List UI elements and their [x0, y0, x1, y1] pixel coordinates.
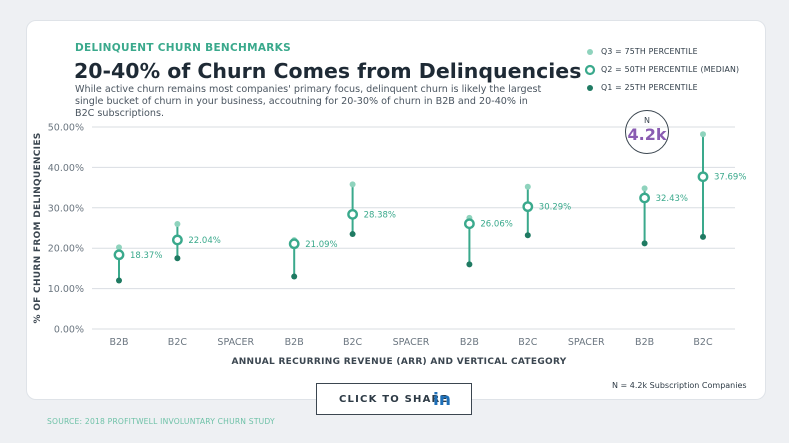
- source-note: SOURCE: 2018 PROFITWELL INVOLUNTARY CHUR…: [47, 417, 275, 426]
- y-tick-label: 30.00%: [48, 203, 84, 214]
- chart-description: While active churn remains most companie…: [75, 84, 542, 119]
- q1-point: [116, 277, 122, 284]
- x-tick-label: B2B: [109, 337, 128, 348]
- x-tick-label: B2B: [635, 337, 654, 348]
- q3-point: [641, 185, 648, 192]
- q3-point: [174, 220, 181, 227]
- y-tick-label: 20.00%: [48, 244, 84, 255]
- median-data-label: 30.29%: [539, 203, 571, 213]
- chart-kicker: DELINQUENT CHURN BENCHMARKS: [75, 42, 291, 54]
- x-tick-label: B2C: [343, 337, 363, 348]
- badge-label: N: [644, 116, 650, 125]
- q3-point: [524, 183, 531, 190]
- y-tick-label: 0.00%: [54, 325, 84, 336]
- legend-label-q1: Q1 = 25TH PERCENTILE: [601, 83, 698, 92]
- median-data-label: 28.38%: [364, 210, 396, 220]
- x-tick-label: SPACER: [217, 337, 254, 348]
- legend-label-q3: Q3 = 75TH PERCENTILE: [601, 47, 698, 56]
- x-tick-label: SPACER: [393, 337, 430, 348]
- share-label: CLICK TO SHARE: [339, 394, 449, 405]
- linkedin-icon: in: [433, 390, 451, 410]
- q1-point: [524, 232, 531, 239]
- x-tick-label: B2C: [693, 337, 713, 348]
- y-tick-label: 10.00%: [48, 284, 84, 295]
- median-point: [347, 208, 358, 220]
- median-point: [522, 201, 534, 213]
- x-tick-label: B2C: [168, 337, 188, 348]
- q3-point: [349, 181, 356, 188]
- median-data-label: 18.37%: [130, 251, 162, 261]
- median-point: [288, 238, 300, 250]
- chart-title: 20-40% of Churn Comes from Delinquencies: [74, 59, 582, 83]
- y-axis-title: % OF CHURN FROM DELINQUENCIES: [33, 132, 43, 323]
- x-axis-title: ANNUAL RECURRING REVENUE (ARR) AND VERTI…: [231, 357, 566, 367]
- median-point: [113, 249, 125, 261]
- q1-dot-icon: [587, 85, 593, 91]
- legend-item-q3: Q3 = 75TH PERCENTILE: [584, 46, 764, 58]
- q1-point: [700, 233, 706, 240]
- q1-point: [466, 261, 473, 268]
- x-tick-label: B2B: [460, 337, 479, 348]
- median-data-label: 21.09%: [305, 240, 337, 250]
- q3-point: [116, 244, 122, 251]
- chart-card: [26, 20, 766, 400]
- legend-item-q2: Q2 = 50TH PERCENTILE (MEDIAN): [584, 64, 764, 76]
- x-tick-label: B2B: [285, 337, 304, 348]
- median-data-label: 26.06%: [480, 220, 512, 230]
- median-point: [171, 234, 183, 246]
- x-tick-label: B2C: [518, 337, 538, 348]
- median-point: [697, 171, 709, 183]
- q3-dot-icon: [587, 49, 593, 55]
- median-data-label: 32.43%: [656, 194, 688, 204]
- q1-point: [291, 273, 298, 280]
- median-data-label: 37.69%: [714, 173, 746, 183]
- median-ring-icon: [584, 64, 596, 76]
- y-tick-label: 40.00%: [48, 163, 84, 174]
- q3-point: [700, 131, 706, 138]
- sample-size-badge: N 4.2k: [625, 110, 669, 154]
- legend-item-q1: Q1 = 25TH PERCENTILE: [584, 82, 764, 94]
- q1-point: [641, 240, 648, 247]
- median-data-label: 22.04%: [188, 236, 220, 246]
- median-point: [639, 192, 650, 204]
- q1-point: [349, 231, 356, 238]
- footnote: N = 4.2k Subscription Companies: [612, 381, 747, 390]
- badge-value: 4.2k: [627, 125, 667, 144]
- share-button[interactable]: CLICK TO SHARE in: [316, 383, 472, 415]
- q1-point: [174, 255, 181, 262]
- median-point: [463, 218, 475, 230]
- x-tick-label: SPACER: [568, 337, 605, 348]
- y-tick-label: 50.00%: [48, 123, 84, 134]
- legend-label-q2: Q2 = 50TH PERCENTILE (MEDIAN): [601, 65, 740, 74]
